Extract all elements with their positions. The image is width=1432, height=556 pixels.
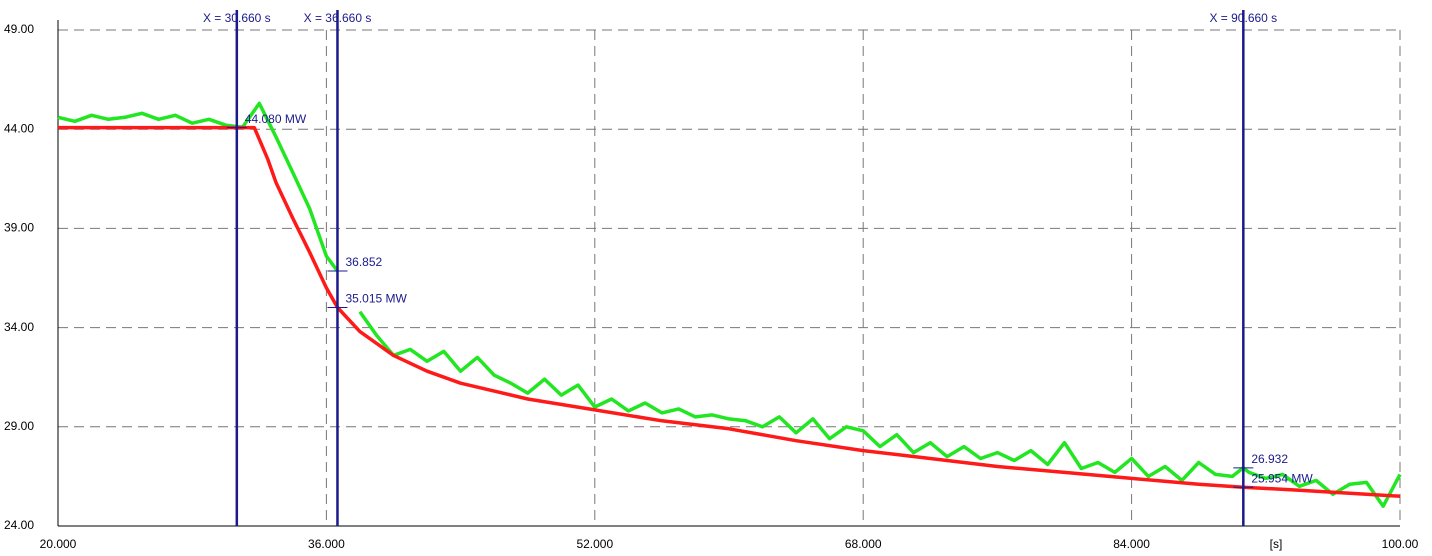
annotation-label: 26.932 bbox=[1251, 452, 1288, 466]
cursor-label: X = 90.660 s bbox=[1209, 11, 1277, 25]
y-tick-label: 44.00 bbox=[4, 121, 34, 135]
series-line bbox=[57, 101, 1402, 508]
annotation-label: 25.954 MW bbox=[1251, 471, 1313, 485]
y-tick-label: 39.00 bbox=[4, 221, 34, 235]
y-tick-label: 24.00 bbox=[4, 518, 34, 532]
cursor-label: X = 36.660 s bbox=[304, 11, 372, 25]
x-tick-label: 20.000 bbox=[40, 537, 77, 551]
cursor-label: X = 30.660 s bbox=[203, 11, 271, 25]
x-axis-label: [s] bbox=[1270, 537, 1283, 551]
y-tick-label: 34.00 bbox=[4, 320, 34, 334]
x-tick-label: 84.000 bbox=[1113, 537, 1150, 551]
y-tick-label: 49.00 bbox=[4, 22, 34, 36]
annotation-label: 36.852 bbox=[345, 255, 382, 269]
x-tick-label: 68.000 bbox=[845, 537, 882, 551]
x-tick-label: 100.00 bbox=[1382, 537, 1419, 551]
x-tick-label: 52.000 bbox=[576, 537, 613, 551]
series-line bbox=[58, 125, 1401, 498]
annotation-label: 44.080 MW bbox=[245, 112, 307, 126]
y-tick-label: 29.00 bbox=[4, 419, 34, 433]
x-tick-label: 36.000 bbox=[308, 537, 345, 551]
annotation-label: 35.015 MW bbox=[345, 292, 407, 306]
